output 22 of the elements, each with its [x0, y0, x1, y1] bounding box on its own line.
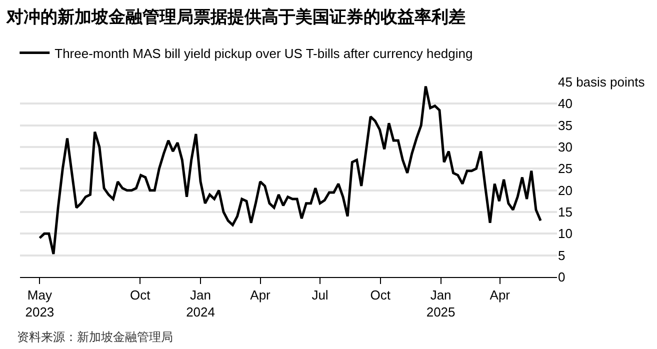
chart-title: 对冲的新加坡金融管理局票据提供高于美国证券的收益率利差 — [6, 7, 466, 26]
y-tick-label: 20 — [558, 182, 572, 198]
x-tick-label: Apr — [490, 288, 511, 303]
x-tick-label: Jul — [312, 288, 328, 303]
x-tick-label: May 2023 — [25, 288, 54, 320]
y-tick-label: 45 basis points — [558, 74, 646, 90]
x-tick-label: Apr — [250, 288, 272, 303]
text: 资料来源：新加坡金融管理局 — [17, 330, 173, 344]
x-tick-label: Oct — [130, 288, 151, 303]
x-tick-label: Jan 2024 — [186, 288, 215, 320]
y-tick-label: 25 — [558, 161, 572, 176]
x-tick-label: Oct — [370, 288, 391, 303]
legend-label: Three-month MAS bill yield pickup over US T-bills after currency hedging — [54, 46, 473, 61]
y-tick-label: 40 — [558, 96, 572, 112]
y-tick-label: 15 — [558, 204, 572, 220]
y-tick-label: 35 — [558, 118, 572, 133]
y-tick-label: 5 — [558, 248, 566, 263]
x-tick-label: Jan 2025 — [426, 288, 456, 320]
y-tick-label: 10 — [558, 226, 572, 242]
y-tick-label: 0 — [558, 270, 566, 285]
line-series — [38, 85, 542, 256]
y-tick-label: 30 — [558, 140, 572, 155]
